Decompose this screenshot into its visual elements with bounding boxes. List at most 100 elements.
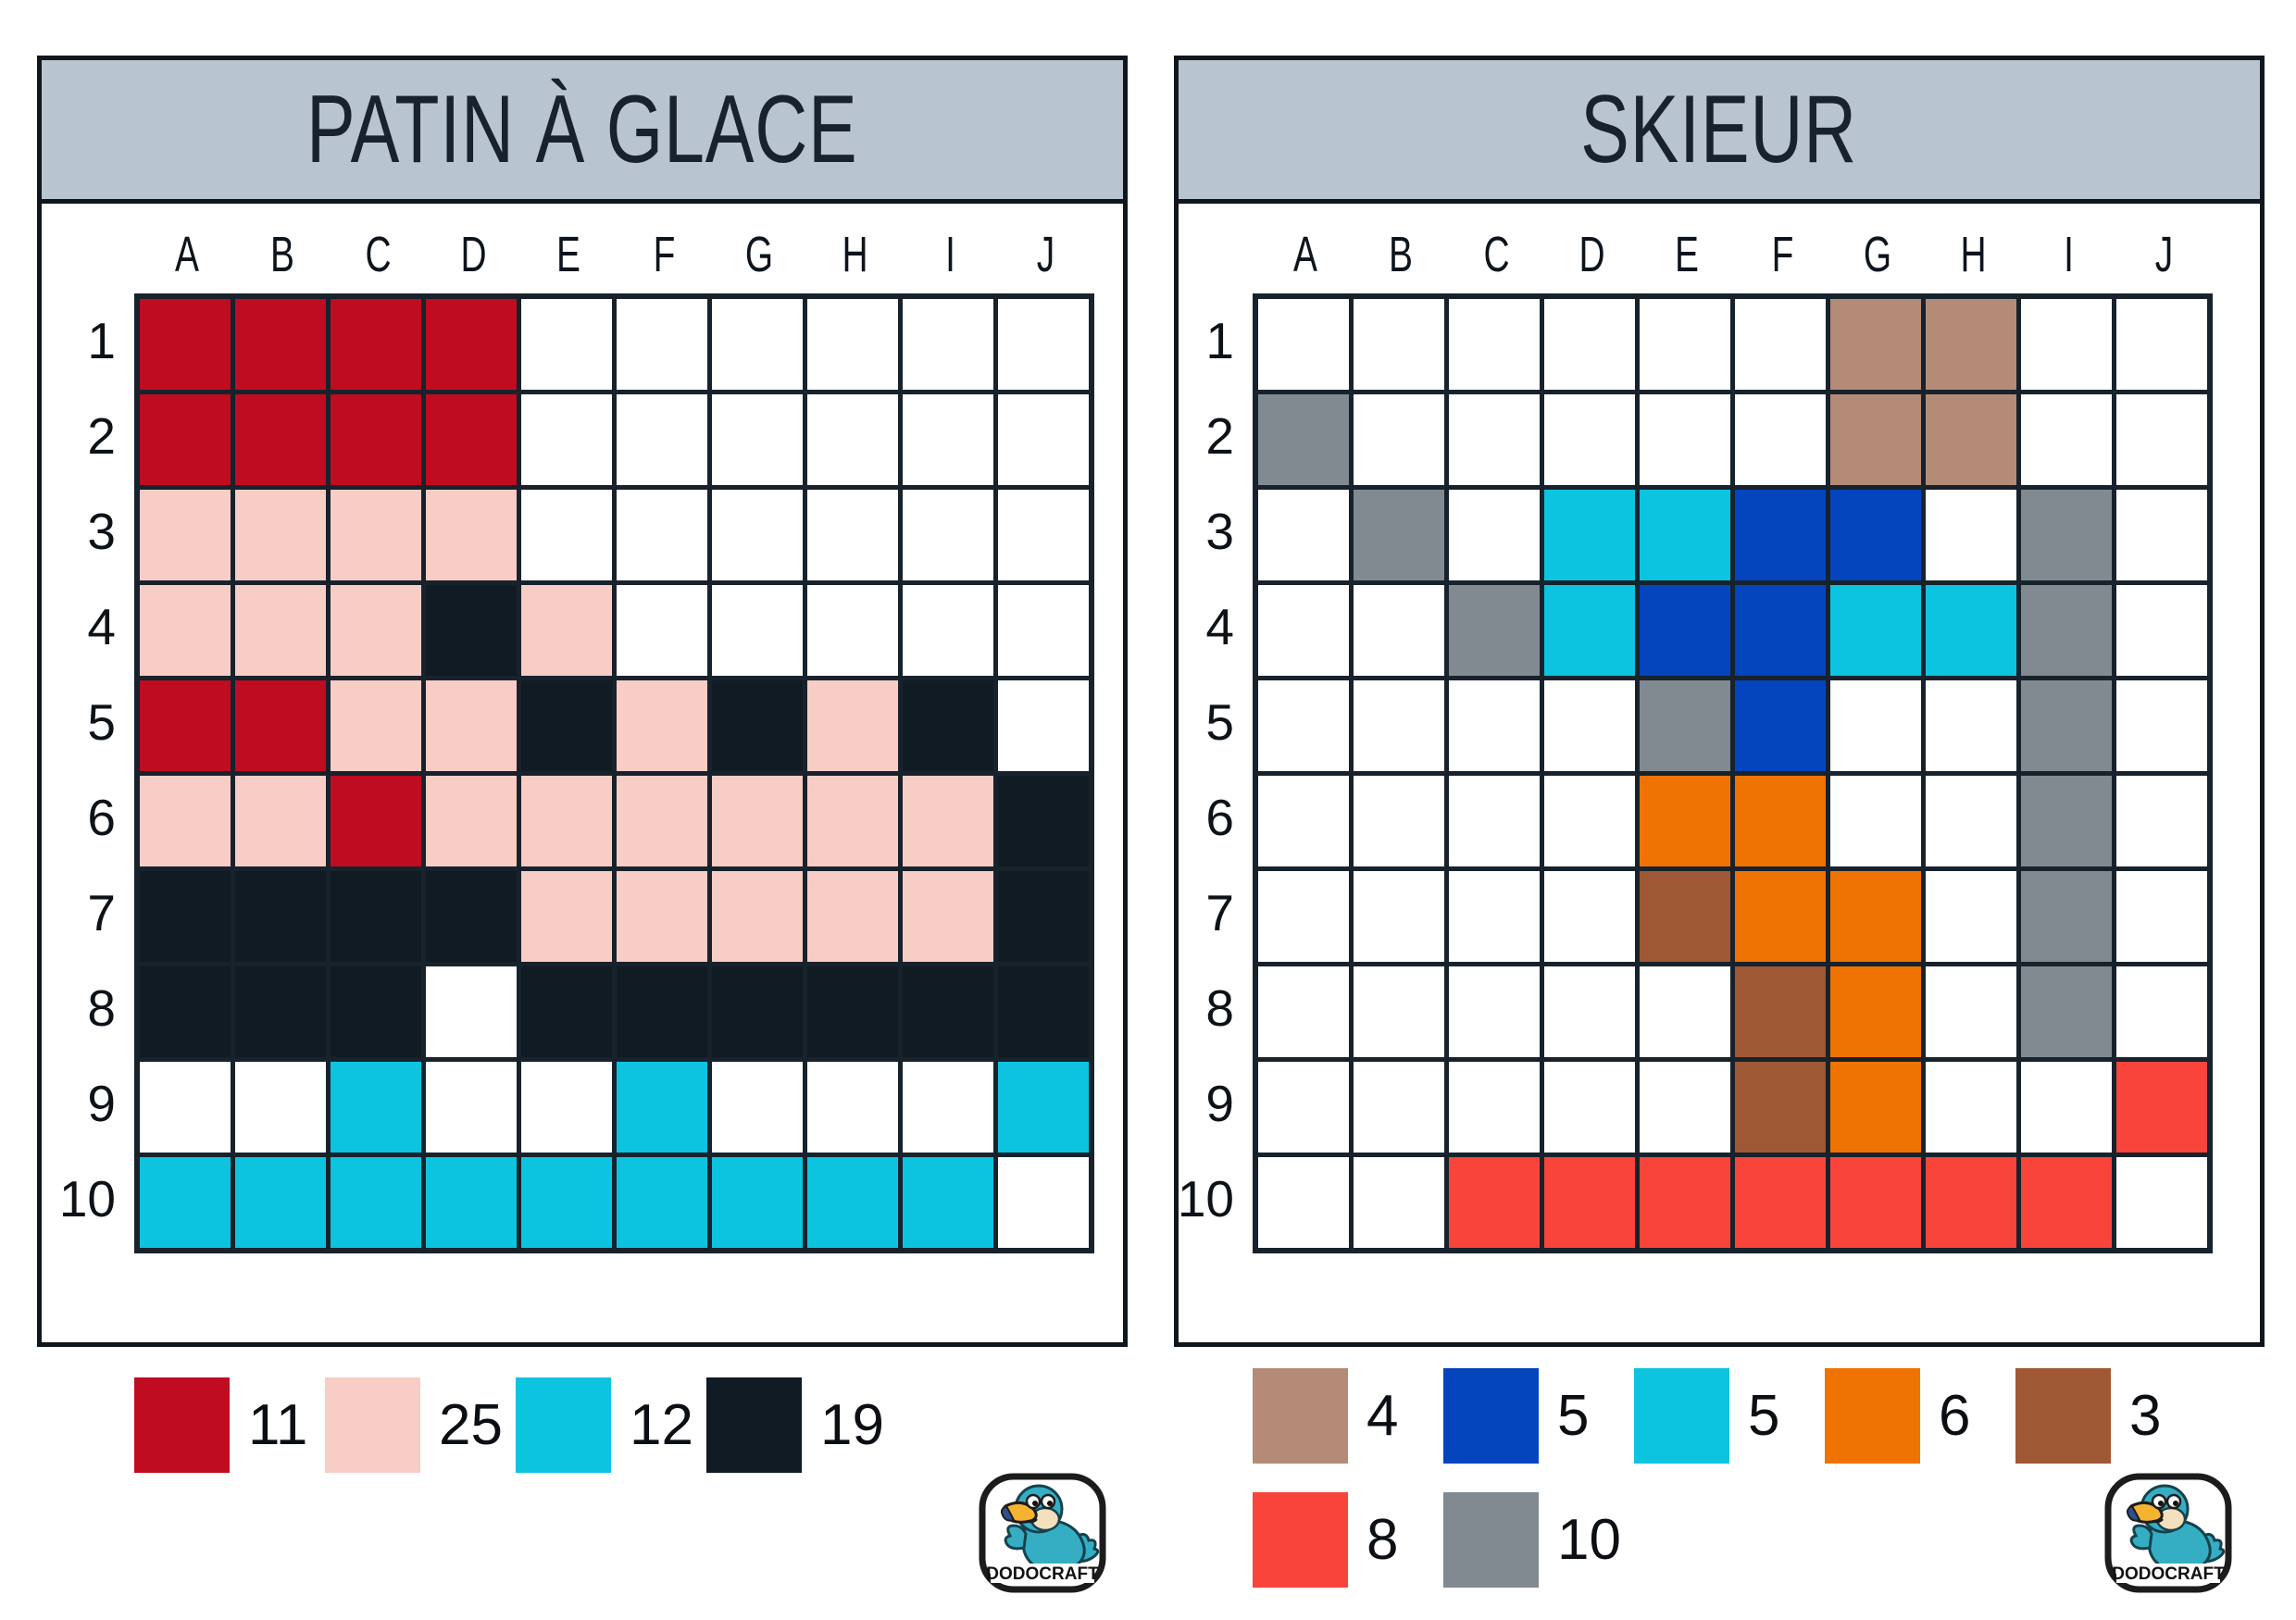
grid-cell [2021, 871, 2112, 962]
grid-cell [2116, 299, 2207, 390]
grid-cell [1926, 299, 2016, 390]
grid-cell [2116, 966, 2207, 1057]
grid-cell [1735, 680, 1826, 771]
column-letter: E [1675, 227, 1700, 282]
row-number: 2 [1205, 407, 1234, 465]
grid-cell [521, 966, 612, 1057]
grid-cell [807, 1062, 898, 1153]
grid-cell [521, 585, 612, 676]
grid-cell [1830, 394, 1921, 485]
grid-cell [1544, 680, 1635, 771]
grid-cell [1354, 776, 1444, 866]
grid-cell [998, 1157, 1089, 1248]
row-number: 9 [87, 1075, 116, 1132]
column-letter: D [460, 227, 487, 282]
grid-cell [1449, 680, 1540, 771]
legend-swatch [1253, 1368, 1348, 1464]
grid-cell [1640, 490, 1730, 580]
column-letter: E [556, 227, 581, 282]
column-letter: I [2064, 227, 2074, 282]
grid-cell [903, 394, 993, 485]
grid-cell [807, 680, 898, 771]
grid-cell [2116, 680, 2207, 771]
grid-cell [617, 680, 707, 771]
grid-cell [1640, 1157, 1730, 1248]
column-letter: F [1771, 227, 1794, 282]
legend: 8 10 [1253, 1492, 1634, 1588]
grid-cell [521, 394, 612, 485]
grid-cell [1640, 1062, 1730, 1153]
grid-cell [1449, 776, 1540, 866]
grid-cell [1640, 871, 1730, 962]
grid-cell [1354, 680, 1444, 771]
grid-cell [2021, 299, 2112, 390]
grid-cell [2116, 1062, 2207, 1153]
grid-cell [140, 966, 231, 1057]
grid-cell [1258, 585, 1349, 676]
grid-cell [1258, 1062, 1349, 1153]
grid-cell [998, 1062, 1089, 1153]
row-number: 4 [1205, 598, 1234, 655]
logo-text-band [2116, 1564, 2220, 1583]
grid-cell [1544, 1062, 1635, 1153]
grid-cell [617, 299, 707, 390]
grid-cell [2116, 776, 2207, 866]
grid-cell [2021, 680, 2112, 771]
grid-cell [331, 585, 421, 676]
grid-cell [1640, 299, 1730, 390]
grid-cell [712, 680, 803, 771]
grid-cell [903, 1157, 993, 1248]
grid-cell [903, 680, 993, 771]
grid-cell [1354, 1062, 1444, 1153]
grid-cell [617, 394, 707, 485]
legend-swatch [1253, 1492, 1348, 1588]
grid-cell [998, 490, 1089, 580]
grid-cell [331, 299, 421, 390]
grid-cell [617, 490, 707, 580]
grid-cell [903, 776, 993, 866]
logo-text: DODOCRAFT [2112, 1564, 2225, 1584]
grid-cell [1926, 966, 2016, 1057]
row-number: 4 [87, 598, 116, 655]
grid-cell [807, 776, 898, 866]
legend-swatch [1825, 1368, 1920, 1464]
grid-cell [1544, 1157, 1635, 1248]
grid-cell [903, 585, 993, 676]
grid-cell [1449, 1157, 1540, 1248]
legend-item: 6 [1825, 1368, 2015, 1464]
dodo-bird-icon [2127, 1484, 2226, 1574]
grid-cell [1258, 1157, 1349, 1248]
grid-cell [2021, 966, 2112, 1057]
dodo-bird-icon [1001, 1484, 1100, 1574]
column-letter: B [1389, 227, 1414, 282]
grid-cell [521, 1157, 612, 1248]
grid-cell [998, 966, 1089, 1057]
legend-count: 11 [248, 1393, 308, 1457]
column-letter: G [745, 227, 774, 282]
grid-cell [998, 680, 1089, 771]
grid-cell [1830, 680, 1921, 771]
row-number: 3 [87, 503, 116, 560]
grid-cell [903, 1062, 993, 1153]
grid-cell [807, 966, 898, 1057]
legend-item: 25 [325, 1377, 516, 1473]
grid-cell [140, 490, 231, 580]
grid-cell [617, 585, 707, 676]
grid-cell [1926, 680, 2016, 771]
grid-cell [617, 871, 707, 962]
grid-cell [331, 1062, 421, 1153]
grid-cell [1640, 776, 1730, 866]
grid-cell [1735, 394, 1826, 485]
logo-text-band [991, 1564, 1094, 1583]
grid-cell [521, 776, 612, 866]
grid-cell [998, 776, 1089, 866]
grid-cell [1354, 394, 1444, 485]
column-letter: I [945, 227, 955, 282]
legend-item: 5 [1634, 1368, 1825, 1464]
grid-cell [235, 966, 326, 1057]
grid-cell [1926, 776, 2016, 866]
row-number: 5 [87, 693, 116, 751]
legend-item: 5 [1443, 1368, 1634, 1464]
grid-cell [235, 871, 326, 962]
panel-header: SKIEUR [1179, 60, 2260, 204]
